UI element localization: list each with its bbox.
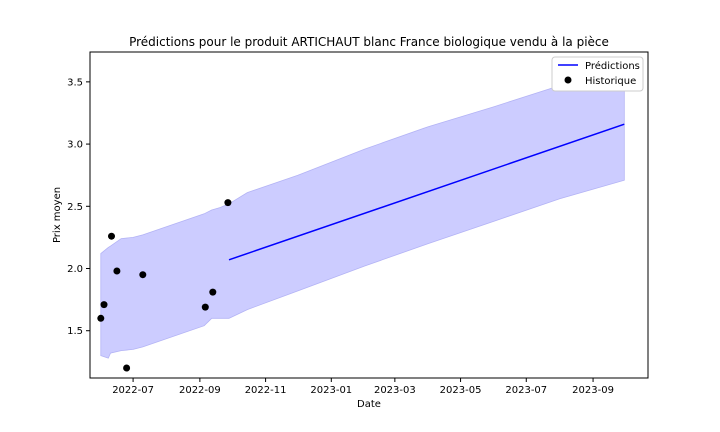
x-axis-label: Date	[357, 399, 381, 410]
x-tick-label: 2022-07	[112, 385, 154, 396]
history-point	[224, 199, 232, 207]
legend-marker-swatch	[564, 76, 572, 84]
y-tick-label: 3.0	[67, 140, 83, 151]
chart-title: Prédictions pour le produit ARTICHAUT bl…	[129, 35, 609, 49]
history-point	[113, 267, 121, 275]
plot-area	[97, 68, 625, 372]
x-tick-label: 2023-07	[505, 385, 547, 396]
x-tick-label: 2022-11	[245, 385, 287, 396]
plot-frame	[89, 51, 649, 379]
history-point	[97, 314, 105, 322]
x-tick-label: 2023-01	[310, 385, 352, 396]
history-point	[100, 301, 108, 309]
legend-label-predictions: Prédictions	[585, 60, 640, 72]
history-point	[209, 288, 217, 296]
legend-label-history: Historique	[585, 76, 636, 87]
y-tick-label: 2.5	[67, 202, 83, 213]
prediction-line	[228, 123, 625, 261]
x-tick-label: 2023-03	[374, 385, 416, 396]
y-tick-label: 2.0	[67, 264, 83, 275]
y-tick-label: 3.5	[67, 77, 83, 88]
x-tick-label: 2022-09	[179, 385, 221, 396]
y-tick-label: 1.5	[67, 326, 83, 337]
x-axis: 2022-07 2022-09 2022-11 2023-01 2023-03 2023-…	[112, 378, 614, 396]
x-tick-label: 2023-05	[440, 385, 482, 396]
history-point	[201, 303, 209, 311]
y-axis-label: Prix moyen	[52, 187, 63, 243]
y-axis: 1.5 2.0 2.5 3.0 3.5	[67, 77, 90, 337]
x-tick-label: 2023-09	[572, 385, 614, 396]
legend: Prédictions Historique	[551, 56, 644, 92]
history-point	[108, 232, 115, 240]
history-point	[123, 364, 131, 372]
history-point	[139, 271, 147, 279]
